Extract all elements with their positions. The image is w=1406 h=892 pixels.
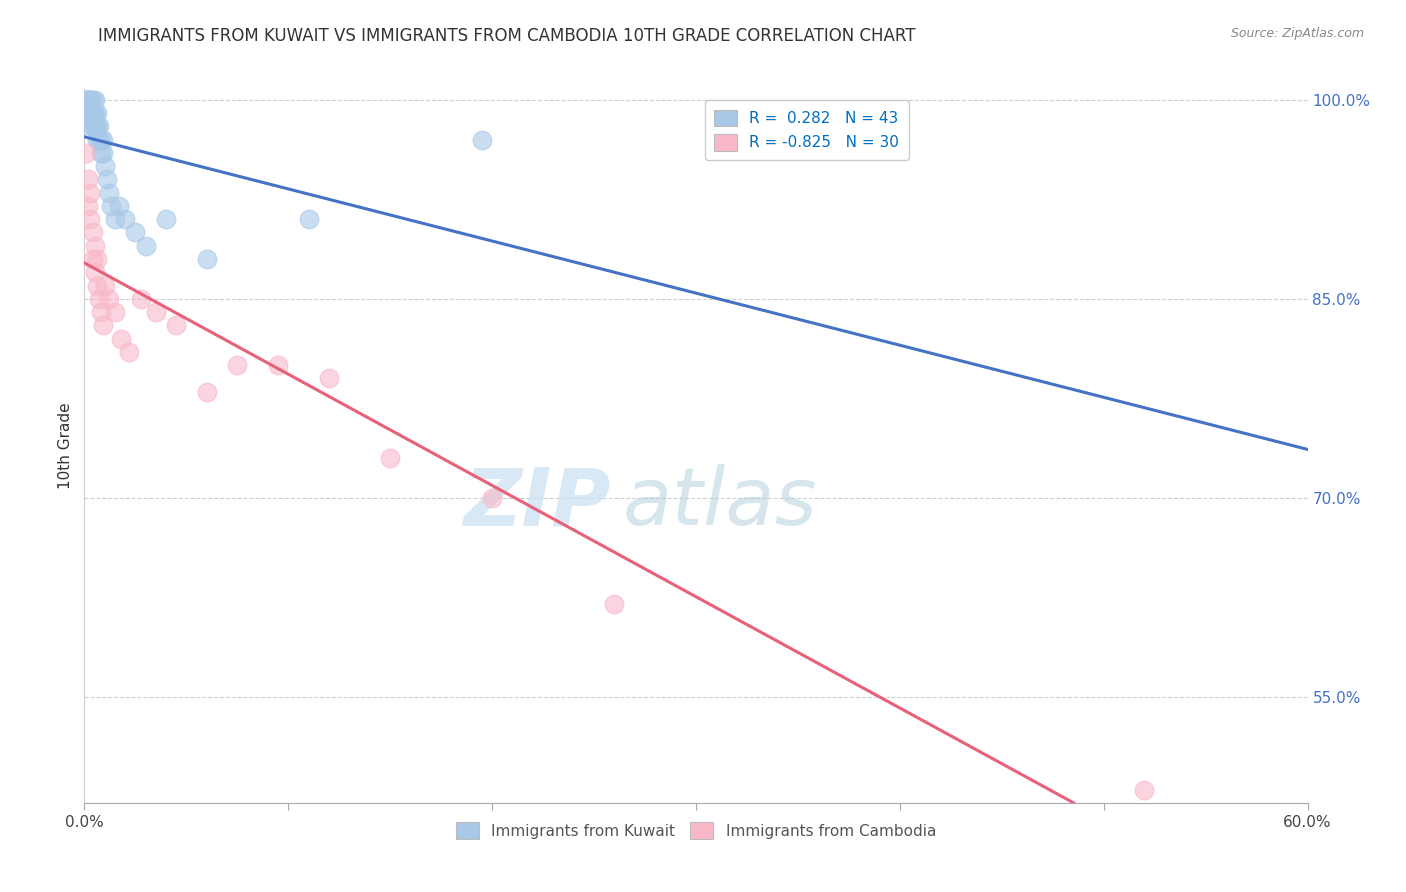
Point	[97, 292, 120, 306]
Point	[86, 120, 108, 134]
Point	[318, 371, 340, 385]
Point	[83, 106, 105, 120]
Point	[83, 265, 105, 279]
Point	[110, 332, 132, 346]
Point	[77, 93, 100, 107]
Point	[82, 252, 104, 266]
Point	[83, 238, 105, 252]
Point	[77, 199, 100, 213]
Point	[79, 106, 101, 120]
Point	[82, 93, 104, 107]
Point	[96, 172, 118, 186]
Point	[195, 252, 218, 266]
Point	[118, 344, 141, 359]
Point	[77, 106, 100, 120]
Point	[471, 133, 494, 147]
Point	[155, 212, 177, 227]
Point	[79, 186, 101, 200]
Point	[104, 305, 127, 319]
Point	[91, 318, 114, 333]
Point	[83, 120, 105, 134]
Point	[79, 93, 101, 107]
Point	[87, 133, 110, 147]
Y-axis label: 10th Grade: 10th Grade	[58, 402, 73, 490]
Point	[75, 93, 97, 107]
Point	[83, 93, 105, 107]
Point	[82, 106, 104, 120]
Point	[77, 93, 100, 107]
Point	[77, 93, 100, 107]
Point	[87, 292, 110, 306]
Point	[226, 358, 249, 372]
Point	[100, 199, 122, 213]
Legend: Immigrants from Kuwait, Immigrants from Cambodia: Immigrants from Kuwait, Immigrants from …	[450, 816, 942, 845]
Point	[91, 133, 114, 147]
Point	[86, 252, 108, 266]
Text: atlas: atlas	[623, 464, 817, 542]
Point	[77, 172, 100, 186]
Point	[79, 120, 101, 134]
Point	[83, 120, 105, 134]
Point	[603, 597, 626, 611]
Point	[481, 491, 503, 505]
Point	[75, 145, 97, 160]
Point	[87, 120, 110, 134]
Point	[131, 292, 153, 306]
Point	[145, 305, 167, 319]
Point	[93, 159, 115, 173]
Point	[380, 450, 402, 465]
Point	[90, 145, 112, 160]
Point	[93, 278, 115, 293]
Point	[82, 120, 104, 134]
Text: IMMIGRANTS FROM KUWAIT VS IMMIGRANTS FROM CAMBODIA 10TH GRADE CORRELATION CHART: IMMIGRANTS FROM KUWAIT VS IMMIGRANTS FRO…	[98, 27, 915, 45]
Point	[79, 106, 101, 120]
Point	[90, 305, 112, 319]
Text: ZIP: ZIP	[463, 464, 610, 542]
Point	[91, 145, 114, 160]
Point	[195, 384, 218, 399]
Point	[75, 106, 97, 120]
Point	[86, 278, 108, 293]
Point	[82, 226, 104, 240]
Point	[77, 106, 100, 120]
Point	[79, 93, 101, 107]
Point	[124, 226, 146, 240]
Point	[79, 212, 101, 227]
Point	[298, 212, 321, 227]
Point	[135, 238, 157, 252]
Point	[75, 93, 97, 107]
Point	[97, 186, 120, 200]
Point	[86, 133, 108, 147]
Point	[86, 106, 108, 120]
Point	[165, 318, 187, 333]
Point	[104, 212, 127, 227]
Point	[108, 199, 131, 213]
Point	[90, 133, 112, 147]
Point	[114, 212, 136, 227]
Text: Source: ZipAtlas.com: Source: ZipAtlas.com	[1230, 27, 1364, 40]
Point	[82, 106, 104, 120]
Point	[1133, 782, 1156, 797]
Point	[267, 358, 290, 372]
